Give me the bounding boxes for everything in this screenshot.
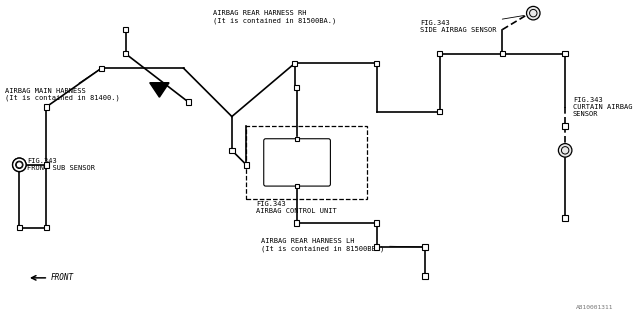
- Text: FRONT: FRONT: [50, 273, 74, 282]
- Bar: [244, 162, 249, 168]
- Circle shape: [13, 158, 26, 172]
- Bar: [44, 225, 49, 230]
- Bar: [294, 184, 299, 188]
- Bar: [563, 215, 568, 221]
- Text: FIG.343
AIRBAG CONTROL UNIT: FIG.343 AIRBAG CONTROL UNIT: [256, 201, 337, 213]
- Bar: [186, 99, 191, 105]
- Circle shape: [558, 144, 572, 157]
- Bar: [437, 109, 442, 115]
- Bar: [374, 61, 380, 66]
- Bar: [374, 220, 380, 226]
- Text: AIRBAG MAIN HARNESS
(It is contained in 81400.): AIRBAG MAIN HARNESS (It is contained in …: [5, 70, 120, 101]
- Bar: [294, 220, 300, 226]
- Bar: [294, 85, 300, 90]
- Polygon shape: [150, 83, 169, 97]
- Bar: [500, 51, 505, 56]
- Bar: [229, 148, 235, 153]
- Bar: [422, 244, 428, 250]
- Bar: [563, 51, 568, 56]
- Bar: [123, 27, 128, 32]
- Bar: [422, 273, 428, 279]
- Bar: [292, 61, 298, 66]
- Text: FIG.343
SIDE AIRBAG SENSOR: FIG.343 SIDE AIRBAG SENSOR: [420, 16, 524, 33]
- Bar: [123, 51, 128, 56]
- Bar: [17, 225, 22, 230]
- Bar: [294, 137, 299, 141]
- Circle shape: [527, 6, 540, 20]
- Bar: [374, 244, 380, 250]
- Bar: [44, 104, 49, 109]
- Bar: [246, 126, 367, 199]
- Bar: [99, 66, 104, 71]
- Bar: [563, 124, 568, 129]
- Text: FIG.343
CURTAIN AIRBAG
SENSOR: FIG.343 CURTAIN AIRBAG SENSOR: [573, 97, 632, 117]
- Bar: [437, 51, 442, 56]
- Text: AIRBAG REAR HARNESS LH
(It is contained in 81500BB.): AIRBAG REAR HARNESS LH (It is contained …: [261, 238, 422, 252]
- Text: A810001311: A810001311: [576, 305, 614, 310]
- Text: FIG.343
FRONT SUB SENSOR: FIG.343 FRONT SUB SENSOR: [27, 158, 95, 171]
- Circle shape: [13, 158, 26, 172]
- Text: AIRBAG REAR HARNESS RH
(It is contained in 81500BA.): AIRBAG REAR HARNESS RH (It is contained …: [212, 10, 336, 24]
- Bar: [44, 162, 49, 168]
